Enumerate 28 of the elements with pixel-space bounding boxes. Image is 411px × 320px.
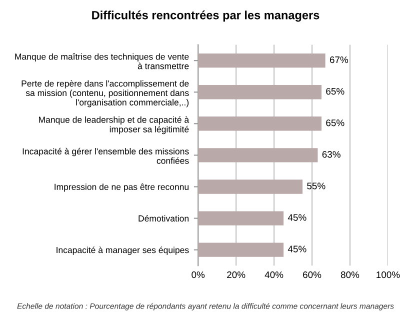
data-label: 45%: [288, 214, 306, 221]
y-tick-label: Démotivation: [138, 215, 189, 222]
data-label: 67%: [330, 56, 348, 64]
x-tick-label: 100%: [376, 271, 400, 278]
bar: [198, 242, 284, 257]
bar: [198, 53, 326, 68]
bar: [198, 211, 284, 226]
y-tick-label: Impression de ne pas être reconnu: [54, 184, 189, 192]
data-label: 65%: [326, 120, 344, 126]
y-tick-label: Perte de repère dans l'accomplissement de sa mission (contenu, positionnement dans l'organisation commerciale,..): [22, 80, 189, 108]
x-tick-label: 40%: [264, 271, 284, 278]
bar: [198, 116, 322, 131]
x-tick-label: 80%: [340, 271, 360, 278]
y-tick-label: Incapacité à gérer l'ensemble des missions confiées: [22, 148, 189, 164]
x-tick-label: 0%: [192, 271, 205, 278]
y-tick-label: Incapacité à manager ses équipes: [56, 246, 189, 255]
x-tick-label: 20%: [227, 271, 246, 278]
data-label: 63%: [322, 151, 340, 158]
chart-title: Difficultés rencontrées par les managers: [92, 10, 320, 22]
bar: [198, 148, 318, 162]
y-tick-label: Manque de leadership et de capacité à imposer sa légitimité: [39, 116, 190, 134]
data-label: 65%: [326, 88, 344, 95]
data-label: 45%: [288, 246, 306, 252]
y-tick-label: Manque de maîtrise des techniques de vente à transmettre: [15, 53, 189, 70]
bar: [198, 180, 303, 194]
bar: [198, 85, 322, 100]
x-tick-label: 60%: [303, 271, 322, 278]
data-label: 55%: [307, 182, 326, 190]
